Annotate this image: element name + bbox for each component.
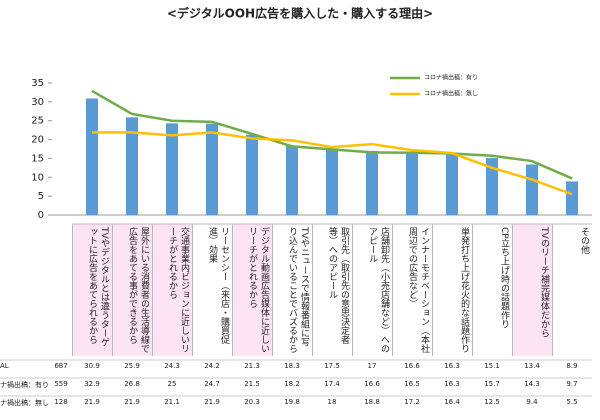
category-label: 取引先（取引先の意思決定者等）へのアピール bbox=[312, 224, 352, 356]
value-cell: 21.3 bbox=[244, 362, 260, 370]
y-tick-label: 25 bbox=[31, 116, 44, 127]
value-cell: 21.9 bbox=[84, 398, 100, 406]
chart-title: <デジタルOOH広告を購入した・購入する理由> bbox=[167, 6, 433, 21]
value-cell: 18.3 bbox=[284, 362, 300, 370]
value-cell: 14.3 bbox=[524, 380, 540, 388]
bar bbox=[366, 150, 378, 215]
value-cell: 32.9 bbox=[84, 380, 100, 388]
legend-label: コロナ禍出稿：無し bbox=[424, 90, 478, 98]
value-cell: 25 bbox=[167, 380, 177, 388]
value-cell: 24.2 bbox=[204, 362, 220, 370]
value-cell: 5.5 bbox=[566, 398, 578, 406]
highlight bbox=[152, 224, 192, 356]
bar bbox=[406, 152, 418, 215]
value-cell: 24.7 bbox=[204, 380, 220, 388]
value-cell: 16.6 bbox=[364, 380, 380, 388]
category-label: リーセンシー（来店・購買促進）効果 bbox=[192, 224, 232, 356]
n-cell: 687 bbox=[54, 362, 68, 370]
bar bbox=[526, 164, 538, 215]
row-label: ナ禍出稿：有り bbox=[0, 381, 49, 389]
bar bbox=[446, 153, 458, 215]
line bbox=[91, 89, 573, 180]
legend-label: コロナ禍出稿：有り bbox=[424, 74, 478, 82]
y-tick-label: 30 bbox=[31, 97, 44, 108]
category-label: その他 bbox=[552, 224, 592, 356]
value-cell: 16.3 bbox=[444, 362, 460, 370]
value-cell: 12.5 bbox=[484, 398, 500, 406]
bar bbox=[126, 117, 138, 215]
y-tick-label: 10 bbox=[31, 172, 44, 183]
value-cell: 17.4 bbox=[324, 380, 340, 388]
value-cell: 26.8 bbox=[124, 380, 140, 388]
category-label: インナーモチベーション（本社周辺での広告など） bbox=[392, 224, 432, 356]
value-cell: 9.7 bbox=[566, 380, 578, 388]
value-cell: 21.1 bbox=[164, 398, 180, 406]
bar bbox=[86, 98, 98, 215]
y-tick-label: 20 bbox=[31, 135, 44, 146]
value-cell: 19.8 bbox=[284, 398, 300, 406]
bar bbox=[566, 181, 578, 215]
value-cell: 30.9 bbox=[84, 362, 100, 370]
value-cell: 9.4 bbox=[526, 398, 538, 406]
category-label: デジタル動画広告媒体に近しいリーチがとれるから bbox=[232, 224, 272, 356]
value-cell: 16.6 bbox=[404, 362, 420, 370]
category-label: 単発打ち上げ花火的な話題作り bbox=[432, 224, 472, 356]
bar bbox=[286, 145, 298, 215]
y-tick-label: 35 bbox=[31, 78, 44, 89]
category-label: 交通事業内ビジョンに近しいリーチがとれるから bbox=[152, 224, 192, 356]
category-label: 店舗卸先（小売店舗など）へのアピール bbox=[352, 224, 392, 356]
y-tick-label: 0 bbox=[38, 210, 44, 221]
value-cell: 15.7 bbox=[484, 380, 500, 388]
line bbox=[92, 131, 573, 196]
highlight bbox=[232, 224, 272, 356]
value-cell: 25.9 bbox=[124, 362, 140, 370]
y-tick-label: 15 bbox=[31, 153, 44, 164]
category-label: 屋外にいる消費者の生活導線で広告をあてる事ができるから bbox=[112, 224, 152, 356]
highlight bbox=[112, 224, 152, 356]
bar bbox=[326, 149, 338, 215]
value-cell: 18.2 bbox=[284, 380, 300, 388]
value-cell: 16.3 bbox=[444, 380, 460, 388]
value-cell: 16.5 bbox=[404, 380, 420, 388]
value-cell: 16.4 bbox=[444, 398, 460, 406]
bar bbox=[166, 123, 178, 215]
n-cell: 128 bbox=[54, 398, 68, 406]
value-cell: 17 bbox=[367, 362, 377, 370]
category-label: CP立ち上げ時の話題作り bbox=[472, 224, 512, 356]
value-cell: 18.8 bbox=[364, 398, 380, 406]
bar bbox=[486, 158, 498, 215]
highlight bbox=[512, 224, 552, 356]
bar bbox=[206, 123, 218, 215]
value-cell: 21.9 bbox=[204, 398, 220, 406]
n-cell: 559 bbox=[54, 380, 68, 388]
y-tick-label: 5 bbox=[38, 191, 44, 202]
category-label: TVのリーチ補完媒体だから bbox=[512, 224, 552, 356]
value-cell: 18 bbox=[327, 398, 337, 406]
value-cell: 20.3 bbox=[244, 398, 260, 406]
value-cell: 24.3 bbox=[164, 362, 180, 370]
value-cell: 17.5 bbox=[324, 362, 340, 370]
value-cell: 13.4 bbox=[524, 362, 540, 370]
category-label: TVやデジタルとは違うターゲットに広告をあてられるから bbox=[72, 224, 112, 356]
category-label: TVやニュースで情報番組に写り込んでいることでバズるから bbox=[272, 224, 312, 356]
value-cell: 21.9 bbox=[124, 398, 140, 406]
value-cell: 17.2 bbox=[404, 398, 420, 406]
row-label: ナ禍出稿：無し bbox=[0, 399, 49, 407]
bar bbox=[246, 134, 258, 215]
value-cell: 8.9 bbox=[566, 362, 578, 370]
value-cell: 21.5 bbox=[244, 380, 260, 388]
row-label: AL bbox=[0, 362, 9, 370]
highlight bbox=[72, 224, 112, 356]
value-cell: 15.1 bbox=[484, 362, 500, 370]
